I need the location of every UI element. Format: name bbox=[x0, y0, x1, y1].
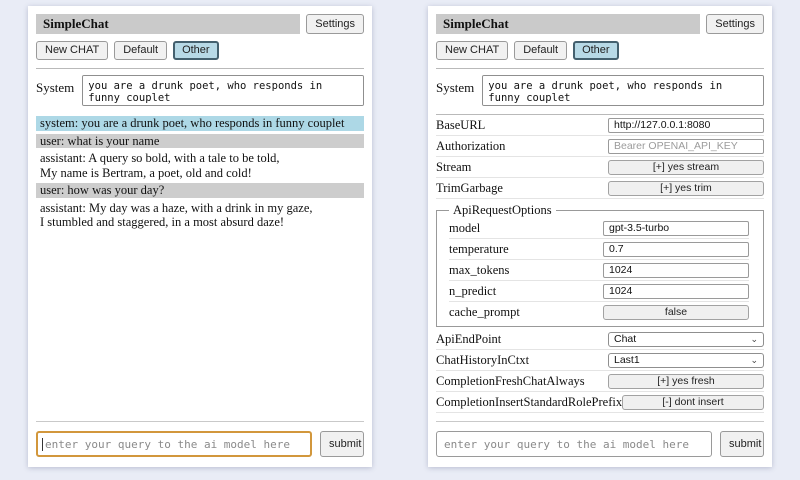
divider bbox=[36, 421, 364, 422]
max-tokens-label: max_tokens bbox=[449, 262, 510, 277]
setting-row-api-endpoint: ApiEndPoint Chat ⌄ bbox=[436, 329, 764, 350]
chevron-down-icon: ⌄ bbox=[750, 333, 758, 344]
setting-row-model: model bbox=[449, 218, 749, 239]
session-button-other[interactable]: Other bbox=[573, 41, 619, 60]
model-input[interactable] bbox=[603, 220, 749, 236]
n-predict-input[interactable] bbox=[603, 283, 749, 299]
settings-panel: SimpleChat Settings New CHAT Default Oth… bbox=[428, 6, 772, 467]
query-footer: submit bbox=[36, 421, 364, 457]
session-toolbar: New CHAT Default Other bbox=[436, 41, 764, 60]
authorization-label: Authorization bbox=[436, 138, 506, 153]
setting-row-baseurl: BaseURL bbox=[436, 115, 764, 136]
chat-message-user: user: what is your name bbox=[36, 133, 364, 148]
chat-message-list: system: you are a drunk poet, who respon… bbox=[36, 116, 364, 230]
divider bbox=[36, 68, 364, 69]
submit-button[interactable]: submit bbox=[320, 431, 364, 457]
setting-row-temperature: temperature bbox=[449, 239, 749, 260]
api-endpoint-selected-value: Chat bbox=[614, 333, 637, 345]
trimgarbage-toggle-button[interactable]: [+] yes trim bbox=[608, 180, 764, 196]
chat-message-line: assistant: A query so bold, with a tale … bbox=[40, 151, 280, 165]
session-button-default[interactable]: Default bbox=[114, 41, 168, 60]
system-prompt-row: System you are a drunk poet, who respond… bbox=[436, 75, 764, 106]
model-label: model bbox=[449, 220, 481, 235]
chat-message-assistant: assistant: A query so bold, with a tale … bbox=[36, 151, 364, 180]
chat-message-system: system: you are a drunk poet, who respon… bbox=[36, 116, 364, 131]
header: SimpleChat Settings bbox=[36, 14, 364, 34]
chat-message-line: I stumbled and staggered, in a most absu… bbox=[40, 215, 285, 229]
setting-row-authorization: Authorization bbox=[436, 136, 764, 157]
setting-row-completion-fresh-chat-always: CompletionFreshChatAlways [+] yes fresh bbox=[436, 371, 764, 392]
session-button-default[interactable]: Default bbox=[514, 41, 568, 60]
api-request-options-fieldset: ApiRequestOptions model temperature max_… bbox=[436, 203, 764, 327]
app-title: SimpleChat bbox=[436, 14, 701, 34]
temperature-label: temperature bbox=[449, 241, 509, 256]
settings-list: BaseURL Authorization Stream [+] yes str… bbox=[436, 115, 764, 413]
temperature-input[interactable] bbox=[603, 241, 749, 257]
divider bbox=[436, 421, 764, 422]
divider bbox=[436, 114, 764, 115]
system-prompt-row: System you are a drunk poet, who respond… bbox=[36, 75, 364, 106]
submit-button[interactable]: submit bbox=[720, 431, 764, 457]
system-prompt-input[interactable]: you are a drunk poet, who responds in fu… bbox=[82, 75, 364, 106]
cache-prompt-toggle-button[interactable]: false bbox=[603, 304, 749, 320]
setting-row-cache-prompt: cache_prompt false bbox=[449, 302, 749, 322]
chat-message-assistant: assistant: My day was a haze, with a dri… bbox=[36, 200, 364, 230]
authorization-input[interactable] bbox=[608, 138, 764, 154]
system-prompt-label: System bbox=[36, 80, 75, 95]
setting-row-max-tokens: max_tokens bbox=[449, 260, 749, 281]
setting-row-chat-history-in-ctxt: ChatHistoryInCtxt Last1 ⌄ bbox=[436, 350, 764, 371]
settings-button[interactable]: Settings bbox=[706, 14, 764, 34]
setting-row-completion-insert-standard-role-prefix: CompletionInsertStandardRolePrefix [-] d… bbox=[436, 392, 764, 413]
system-prompt-input[interactable]: you are a drunk poet, who responds in fu… bbox=[482, 75, 764, 106]
chat-message-line: assistant: My day was a haze, with a dri… bbox=[40, 200, 313, 215]
query-input[interactable] bbox=[36, 431, 312, 457]
query-input-wrap bbox=[36, 431, 312, 457]
chat-history-selected-value: Last1 bbox=[614, 354, 640, 366]
query-input[interactable] bbox=[436, 431, 712, 457]
chat-message-user: user: how was your day? bbox=[36, 183, 364, 198]
query-input-wrap bbox=[436, 431, 712, 457]
cache-prompt-label: cache_prompt bbox=[449, 304, 520, 319]
header: SimpleChat Settings bbox=[436, 14, 764, 34]
settings-button[interactable]: Settings bbox=[306, 14, 364, 34]
trimgarbage-label: TrimGarbage bbox=[436, 180, 503, 195]
api-endpoint-select[interactable]: Chat ⌄ bbox=[608, 331, 764, 347]
chat-history-in-ctxt-label: ChatHistoryInCtxt bbox=[436, 352, 530, 367]
completion-insert-standard-role-prefix-toggle-button[interactable]: [-] dont insert bbox=[622, 394, 764, 410]
chat-panel: SimpleChat Settings New CHAT Default Oth… bbox=[28, 6, 372, 467]
new-chat-button[interactable]: New CHAT bbox=[36, 41, 109, 60]
chat-history-in-ctxt-select[interactable]: Last1 ⌄ bbox=[608, 352, 764, 368]
completion-insert-standard-role-prefix-label: CompletionInsertStandardRolePrefix bbox=[436, 394, 623, 409]
api-endpoint-label: ApiEndPoint bbox=[436, 331, 502, 346]
completion-fresh-chat-always-toggle-button[interactable]: [+] yes fresh bbox=[608, 373, 764, 389]
chevron-down-icon: ⌄ bbox=[750, 354, 758, 365]
n-predict-label: n_predict bbox=[449, 283, 497, 298]
app-title: SimpleChat bbox=[36, 14, 301, 34]
max-tokens-input[interactable] bbox=[603, 262, 749, 278]
chat-message-line: My name is Bertram, a poet, old and cold… bbox=[40, 165, 252, 180]
setting-row-trimgarbage: TrimGarbage [+] yes trim bbox=[436, 178, 764, 199]
stream-toggle-button[interactable]: [+] yes stream bbox=[608, 159, 764, 175]
query-footer: submit bbox=[436, 421, 764, 457]
setting-row-stream: Stream [+] yes stream bbox=[436, 157, 764, 178]
new-chat-button[interactable]: New CHAT bbox=[436, 41, 509, 60]
setting-row-n-predict: n_predict bbox=[449, 281, 749, 302]
text-caret bbox=[42, 438, 43, 451]
system-prompt-label: System bbox=[436, 80, 475, 95]
session-button-other[interactable]: Other bbox=[173, 41, 219, 60]
stream-label: Stream bbox=[436, 159, 472, 174]
session-toolbar: New CHAT Default Other bbox=[36, 41, 364, 60]
baseurl-label: BaseURL bbox=[436, 117, 486, 132]
divider bbox=[436, 68, 764, 69]
completion-fresh-chat-always-label: CompletionFreshChatAlways bbox=[436, 373, 585, 388]
api-request-options-legend: ApiRequestOptions bbox=[453, 203, 552, 217]
baseurl-input[interactable] bbox=[608, 117, 764, 133]
